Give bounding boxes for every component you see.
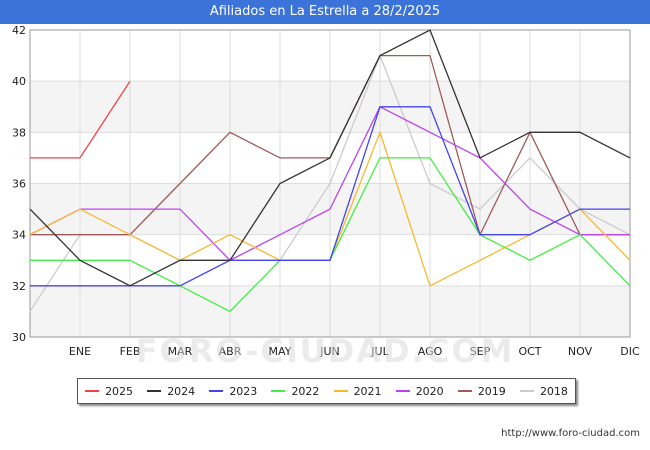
y-tick-label: 34	[12, 229, 26, 242]
legend-item-2018: 2018	[519, 384, 568, 398]
legend-swatch	[209, 390, 224, 392]
chart-title: Afiliados en La Estrella a 28/2/2025	[0, 0, 650, 24]
x-tick-label: ABR	[219, 345, 242, 358]
legend-item-2019: 2019	[457, 384, 506, 398]
series-line-2020	[29, 105, 630, 262]
legend-item-2021: 2021	[333, 384, 382, 398]
legend-item-2025: 2025	[85, 385, 133, 398]
x-tick-label: DIC	[620, 345, 640, 358]
legend-label: 2024	[167, 384, 196, 398]
legend-swatch	[519, 390, 534, 392]
series-line-2025	[30, 80, 131, 159]
legend-swatch	[147, 390, 162, 392]
legend-label: 2019	[477, 384, 506, 398]
legend-swatch	[85, 390, 100, 392]
x-tick-label: MAR	[168, 345, 193, 358]
y-tick-label: 42	[12, 24, 26, 37]
x-tick-label: JUN	[319, 345, 340, 358]
legend-item-2024: 2024	[147, 385, 195, 398]
y-tick-label: 38	[12, 126, 26, 139]
legend-label: 2021	[353, 384, 382, 398]
legend-label: 2018	[539, 384, 568, 398]
legend-swatch	[395, 390, 410, 392]
watermark: FORO-CIUDAD.COM	[135, 332, 515, 370]
legend-item-2020: 2020	[395, 384, 444, 398]
x-tick-label: JUL	[370, 345, 389, 358]
legend-label: 2023	[229, 384, 258, 398]
x-tick-label: ENE	[69, 345, 91, 358]
x-tick-label: MAY	[269, 345, 292, 358]
legend-item-2023: 2023	[209, 385, 257, 398]
y-tick-label: 30	[12, 331, 26, 344]
legend-swatch	[457, 390, 472, 392]
plot-border	[29, 29, 631, 338]
x-tick-label: AGO	[418, 345, 443, 358]
legend-label: 2020	[415, 384, 444, 398]
footer-url: http://www.foro-ciudad.com	[501, 428, 640, 439]
series-line-2024	[29, 29, 631, 287]
legend-swatch	[271, 390, 286, 392]
legend-label: 2022	[291, 384, 320, 398]
x-tick-label: NOV	[568, 345, 593, 358]
x-tick-label: SEP	[470, 345, 491, 358]
legend-swatch	[333, 390, 348, 392]
y-tick-label: 36	[12, 178, 26, 191]
y-tick-label: 32	[12, 280, 26, 293]
chart-legend: 2025 2024 2023 2022 2021 2020 2019 2018	[77, 378, 576, 404]
x-tick-label: OCT	[518, 345, 541, 358]
x-tick-label: FEB	[120, 345, 141, 358]
legend-label: 2025	[105, 384, 134, 398]
y-tick-label: 40	[12, 75, 26, 88]
legend-item-2022: 2022	[271, 385, 319, 398]
